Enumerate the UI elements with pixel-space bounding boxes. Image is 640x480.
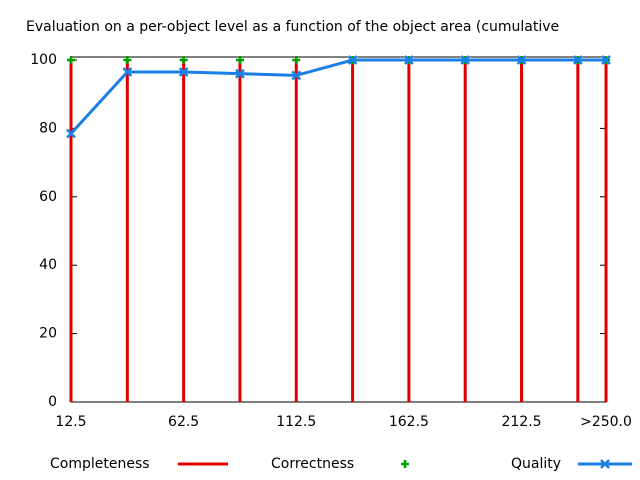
legend-label: Completeness	[50, 456, 150, 472]
point	[347, 55, 358, 65]
y-tick-label: 80	[39, 120, 57, 136]
point	[235, 56, 244, 64]
point	[235, 68, 245, 79]
point	[292, 56, 301, 64]
point	[179, 56, 188, 64]
x-tick-label: 212.5	[501, 414, 541, 430]
point	[291, 70, 302, 81]
point	[572, 55, 583, 65]
point	[404, 55, 414, 65]
line	[69, 58, 606, 135]
legend-label: Correctness	[271, 456, 354, 472]
x-tick-label: 62.5	[168, 414, 199, 430]
legend-label: Quality	[511, 456, 561, 472]
plot-frame	[70, 56, 607, 403]
point	[123, 56, 132, 64]
point	[178, 67, 189, 77]
point	[67, 56, 75, 64]
y-tick-label: 40	[39, 257, 57, 273]
legend-swatch	[401, 460, 409, 468]
y-tick-label: 60	[39, 189, 57, 205]
legend-swatch	[600, 459, 610, 469]
y-tick-label: 0	[48, 394, 57, 410]
point	[516, 55, 527, 65]
x-tick-label: 12.5	[55, 414, 86, 430]
x-tick-label: 162.5	[389, 414, 429, 430]
point	[601, 55, 611, 65]
x-tick-label: 112.5	[276, 414, 316, 430]
point	[122, 67, 133, 77]
point	[460, 55, 471, 65]
y-tick-label: 100	[30, 52, 57, 68]
y-tick-label: 20	[39, 326, 57, 342]
chart-title: Evaluation on a per-object level as a fu…	[26, 19, 559, 35]
point	[66, 128, 76, 139]
x-tick-label: >250.0	[580, 414, 632, 430]
